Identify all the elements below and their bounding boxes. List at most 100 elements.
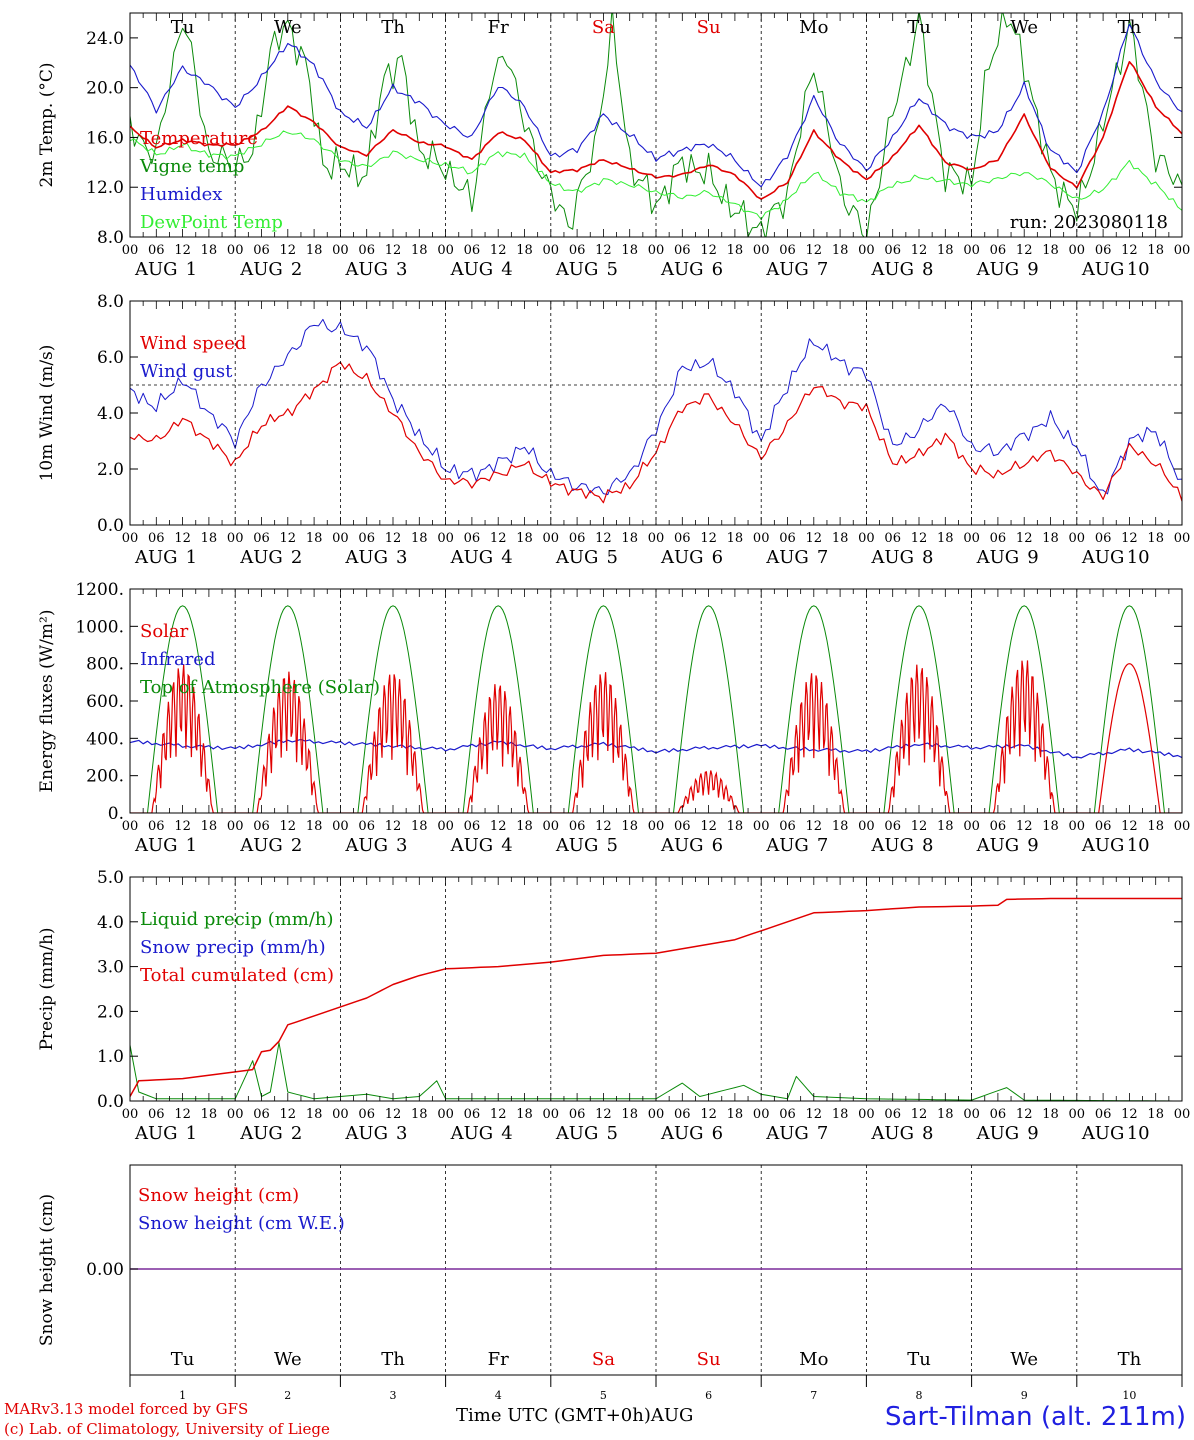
hour-tick-label: 12 — [595, 819, 612, 834]
month-label: AUG — [660, 835, 704, 856]
hour-tick-label: 00 — [122, 1107, 139, 1122]
hour-tick-label: 12 — [280, 243, 297, 258]
hour-tick-label: 18 — [621, 1107, 638, 1122]
hour-tick-label: 18 — [937, 819, 954, 834]
weekday-label: Fr — [488, 1349, 509, 1370]
hour-tick-label: 00 — [332, 1107, 349, 1122]
hour-tick-label: 12 — [1016, 819, 1033, 834]
hour-tick-label: 12 — [490, 819, 507, 834]
hour-tick-label: 12 — [385, 819, 402, 834]
legend-entry: Wind gust — [140, 361, 233, 382]
hour-tick-label: 00 — [753, 819, 770, 834]
month-label: AUG — [134, 259, 178, 280]
hour-tick-label: 00 — [858, 1107, 875, 1122]
hour-tick-label: 06 — [253, 243, 270, 258]
hour-tick-label: 00 — [437, 531, 454, 546]
hour-tick-label: 18 — [306, 819, 323, 834]
month-label: AUG — [239, 1123, 283, 1144]
hour-tick-label: 00 — [332, 243, 349, 258]
hour-tick-label: 00 — [963, 1107, 980, 1122]
month-label: AUG — [555, 1123, 599, 1144]
hour-tick-label: 06 — [464, 1107, 481, 1122]
hour-tick-label: 06 — [1095, 819, 1112, 834]
hour-tick-label: 06 — [1095, 243, 1112, 258]
hour-tick-label: 18 — [411, 531, 428, 546]
day-number-label: 3 — [390, 1389, 397, 1402]
hour-tick-label: 06 — [779, 1107, 796, 1122]
day-number-label: 5 — [606, 259, 617, 280]
hour-tick-label: 12 — [490, 243, 507, 258]
legend-entry: Temperature — [140, 128, 258, 149]
weekday-label: We — [274, 1349, 302, 1370]
month-label: AUG — [450, 547, 494, 568]
snow-panel: 0.00 Snow height (cm) Snow height (cm) Snow… — [37, 1164, 1183, 1402]
hour-tick-label: 06 — [148, 243, 165, 258]
legend-entry: Vigne temp — [139, 156, 244, 177]
hour-tick-label: 06 — [253, 531, 270, 546]
hour-tick-label: 06 — [674, 1107, 691, 1122]
month-label: AUG — [134, 835, 178, 856]
month-label: AUG — [660, 1123, 704, 1144]
hour-tick-label: 18 — [832, 531, 849, 546]
total-cumulated-line — [130, 897, 1182, 1097]
day-number-label: 9 — [1027, 1123, 1038, 1144]
month-label: AUG — [1081, 835, 1125, 856]
hour-tick-label: 00 — [963, 531, 980, 546]
hour-tick-label: 12 — [595, 1107, 612, 1122]
hour-tick-label: 06 — [990, 531, 1007, 546]
hour-tick-label: 00 — [543, 819, 560, 834]
month-label: AUG — [870, 835, 914, 856]
y-tick-label: 4.0 — [97, 404, 124, 424]
hour-tick-label: 12 — [490, 531, 507, 546]
hour-tick-label: 18 — [832, 1107, 849, 1122]
day-number-label: 4 — [501, 1123, 512, 1144]
hour-tick-label: 06 — [569, 531, 586, 546]
hour-tick-label: 00 — [1174, 819, 1191, 834]
hour-tick-label: 18 — [727, 531, 744, 546]
y-tick-label: 800. — [86, 655, 124, 675]
y-tick-label: 8.0 — [97, 228, 124, 248]
hour-tick-label: 06 — [674, 819, 691, 834]
day-number-label: 1 — [186, 1123, 197, 1144]
hour-tick-label: 00 — [227, 819, 244, 834]
weekday-label: Sa — [592, 17, 615, 38]
hour-tick-label: 18 — [832, 819, 849, 834]
hour-tick-label: 06 — [253, 1107, 270, 1122]
hour-tick-label: 00 — [1174, 531, 1191, 546]
hour-tick-label: 18 — [727, 243, 744, 258]
weekday-label: Tu — [171, 17, 195, 38]
weekday-label: Th — [1118, 1349, 1142, 1370]
station-label: Sart-Tilman (alt. 211m) — [885, 1402, 1186, 1432]
hour-tick-label: 00 — [543, 1107, 560, 1122]
day-number-label: 7 — [817, 1123, 828, 1144]
hour-tick-label: 06 — [464, 243, 481, 258]
y-tick-label: 6.0 — [97, 348, 124, 368]
legend-entry: Solar — [140, 621, 189, 642]
hour-tick-label: 06 — [779, 531, 796, 546]
hour-tick-label: 12 — [490, 1107, 507, 1122]
hour-tick-label: 18 — [201, 1107, 218, 1122]
hour-tick-label: 00 — [648, 243, 665, 258]
hour-tick-label: 12 — [1121, 531, 1138, 546]
hour-tick-label: 06 — [358, 531, 375, 546]
hour-tick-label: 00 — [1069, 1107, 1086, 1122]
hour-tick-label: 06 — [358, 1107, 375, 1122]
month-label: AUG — [765, 1123, 809, 1144]
hour-tick-label: 18 — [832, 243, 849, 258]
month-label: AUG — [239, 547, 283, 568]
hour-tick-label: 00 — [963, 819, 980, 834]
day-number-label: 7 — [817, 835, 828, 856]
hour-tick-label: 12 — [806, 819, 823, 834]
hour-tick-label: 00 — [122, 531, 139, 546]
hour-tick-label: 00 — [963, 243, 980, 258]
dewpoint-line — [130, 130, 1182, 220]
weekday-label: Fr — [488, 17, 509, 38]
weekday-label: Tu — [171, 1349, 195, 1370]
hour-tick-label: 18 — [937, 531, 954, 546]
day-number-label: 1 — [179, 1389, 186, 1402]
y-tick-label: 600. — [86, 692, 124, 712]
weekday-label: Tu — [907, 17, 931, 38]
hour-tick-label: 18 — [516, 819, 533, 834]
legend-entry: Snow height (cm) — [138, 1185, 299, 1206]
